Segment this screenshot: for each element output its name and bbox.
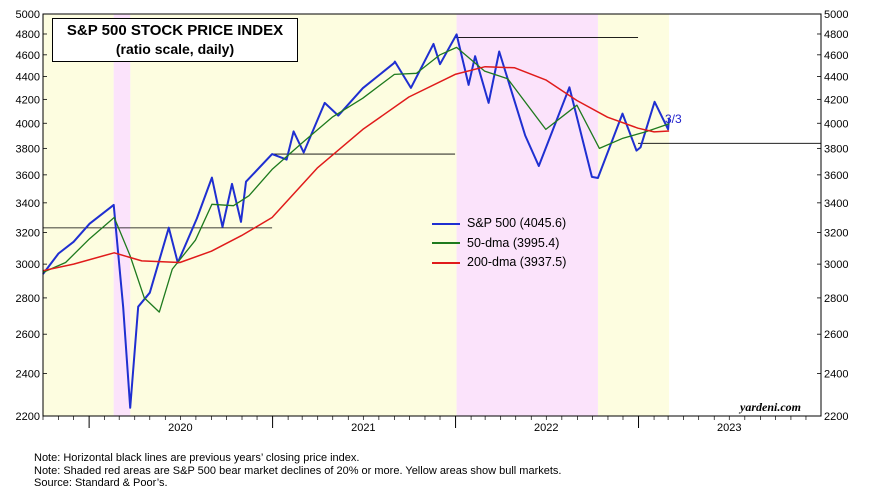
y-tick-label: 4800 xyxy=(16,29,40,41)
y-tick-label: 2800 xyxy=(16,293,40,305)
watermark: yardeni.com xyxy=(740,400,801,414)
y-tick-label: 3600 xyxy=(824,170,848,182)
latest-date-label: 3/3 xyxy=(665,112,682,126)
y-tick-label: 3000 xyxy=(824,259,848,271)
y-tick-label: 3800 xyxy=(824,143,848,155)
series-line-dma50 xyxy=(42,46,670,313)
y-tick-label: 5000 xyxy=(16,9,40,21)
y-tick-label: 4000 xyxy=(824,118,848,130)
y-tick-label: 3400 xyxy=(824,198,848,210)
x-tick-label: 2021 xyxy=(351,422,375,434)
y-tick-label: 3000 xyxy=(16,259,40,271)
bear-market-area xyxy=(113,14,131,416)
legend-item-dma200: 200-dma (3937.5) xyxy=(432,253,566,273)
chart-subtitle: (ratio scale, daily) xyxy=(115,41,235,57)
y-tick-label: 2200 xyxy=(16,411,40,423)
legend-swatch-dma50 xyxy=(432,242,460,245)
year-close-lines xyxy=(43,37,821,229)
y-tick-label: 4000 xyxy=(16,118,40,130)
series-line-sp500 xyxy=(42,33,671,409)
x-tick-label: 2020 xyxy=(168,422,192,434)
y-tick-label: 4200 xyxy=(16,94,40,106)
y-tick-label: 4200 xyxy=(824,94,848,106)
note-line: Note: Shaded red areas are S&P 500 bear … xyxy=(34,464,562,477)
x-tick-label: 2022 xyxy=(534,422,558,434)
y-tick-label: 3600 xyxy=(16,170,40,182)
note-line: Note: Horizontal black lines are previou… xyxy=(34,452,360,464)
y-tick-label: 4600 xyxy=(16,50,40,62)
y-tick-label: 2400 xyxy=(824,368,848,380)
y-tick-label: 4400 xyxy=(824,72,848,84)
axes: 2200 2200 2400 2400 2600 2600 2800 2800 3000 3000… xyxy=(16,9,849,434)
y-tick-label: 3400 xyxy=(16,198,40,210)
series-line-dma200 xyxy=(42,65,670,272)
legend-label-dma200: 200-dma (3937.5) xyxy=(467,255,567,269)
legend-label-dma50: 50-dma (3995.4) xyxy=(467,235,560,250)
y-tick-label: 3200 xyxy=(824,228,848,240)
y-tick-label: 5000 xyxy=(824,9,848,21)
y-tick-label: 3200 xyxy=(16,228,40,240)
legend: S&P 500 (4045.6) 50-dma (3995.4) 200-dma… xyxy=(432,214,566,273)
y-tick-label: 3800 xyxy=(16,143,40,155)
x-tick-label: 2023 xyxy=(717,422,741,434)
bull-market-area xyxy=(597,14,670,416)
legend-swatch-dma200 xyxy=(432,261,460,264)
background-shading xyxy=(43,14,670,416)
legend-label-sp500: S&P 500 (4045.6) xyxy=(467,216,567,230)
y-tick-label: 4600 xyxy=(824,50,848,62)
legend-item-sp500: S&P 500 (4045.6) xyxy=(432,214,566,234)
legend-swatch-sp500 xyxy=(432,222,460,225)
chart-title-box: S&P 500 STOCK PRICE INDEX (ratio scale, … xyxy=(52,18,298,62)
plot-frame xyxy=(42,13,822,417)
y-tick-label: 2800 xyxy=(824,293,848,305)
bear-market-area xyxy=(456,14,598,416)
y-tick-label: 2200 xyxy=(824,411,848,423)
y-tick-label: 2600 xyxy=(824,329,848,341)
bull-market-area xyxy=(43,14,114,416)
series-lines xyxy=(42,33,671,409)
y-tick-label: 2600 xyxy=(16,329,40,341)
y-tick-label: 2400 xyxy=(16,368,40,380)
chart-title: S&P 500 STOCK PRICE INDEX xyxy=(66,22,284,39)
y-tick-label: 4400 xyxy=(16,72,40,84)
notes: Note: Horizontal black lines are previou… xyxy=(34,452,561,490)
bull-market-area xyxy=(130,14,457,416)
note-line: Source: Standard & Poor’s. xyxy=(34,477,168,489)
y-tick-label: 4800 xyxy=(824,29,848,41)
legend-item-dma50: 50-dma (3995.4) xyxy=(432,234,566,254)
